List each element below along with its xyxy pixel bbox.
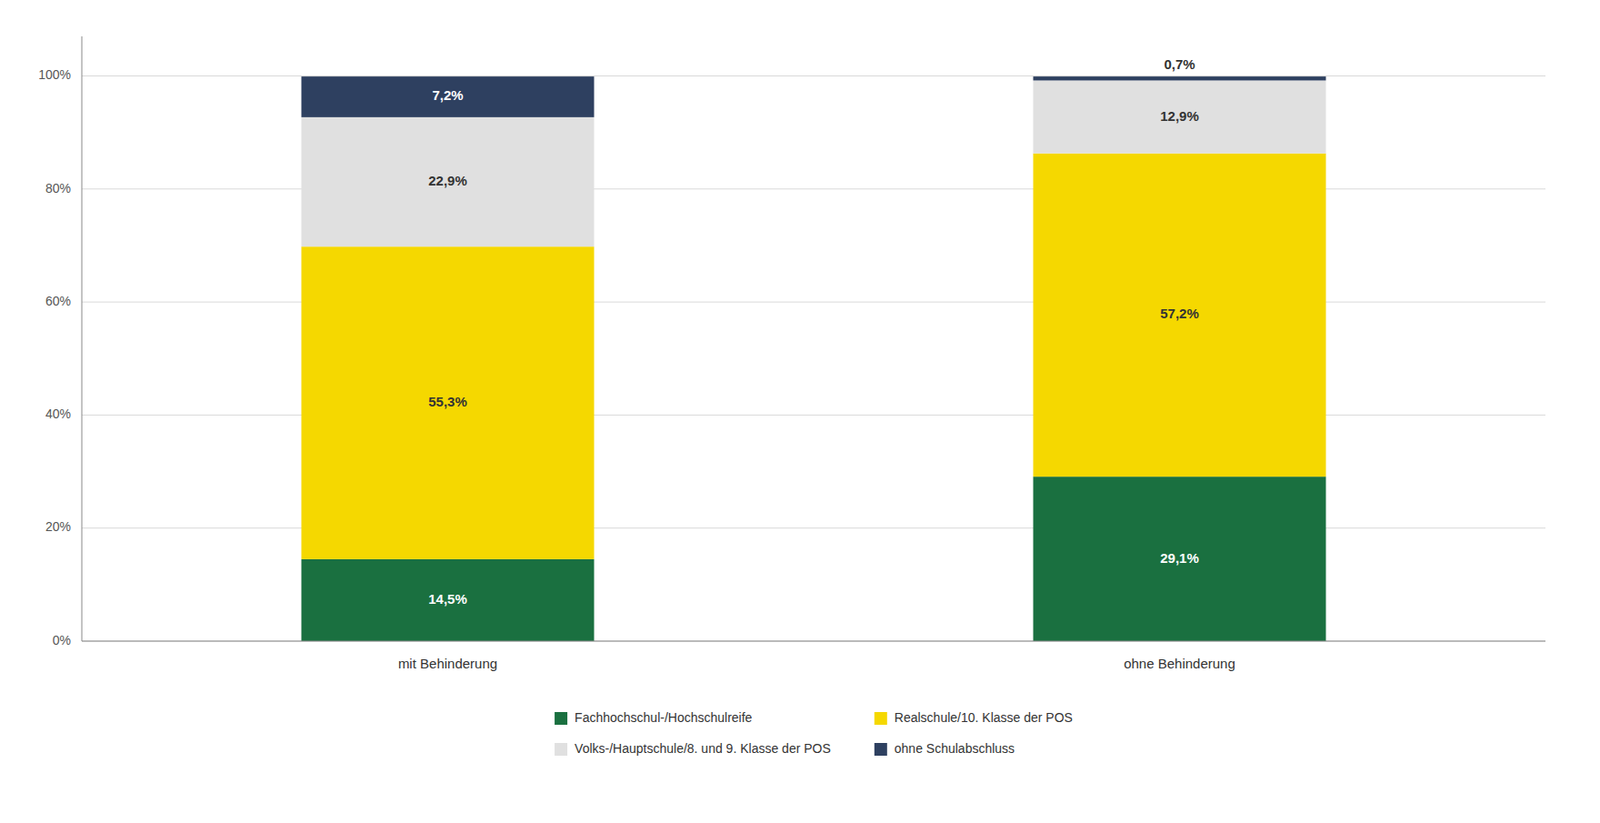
- bar-segment: [1033, 153, 1327, 477]
- data-label: 12,9%: [1160, 108, 1200, 124]
- legend-swatch: [874, 711, 888, 725]
- legend-label: Fachhochschul-/Hochschulreife: [574, 710, 753, 725]
- y-axis: 0% 20% 40% 60% 80% 100%: [38, 36, 1546, 648]
- data-label: 55,3%: [428, 393, 468, 410]
- chart: 0% 20% 40% 60% 80% 100% 14,5% 29,1% 55,3% 57,2% 22…: [0, 0, 1600, 823]
- grid-line: [81, 640, 1546, 642]
- legend-label: Volks-/Hauptschule/8. und 9. Klasse der …: [574, 740, 831, 756]
- x-axis-line: [81, 640, 1546, 642]
- y-axis-line: [81, 36, 83, 641]
- data-label: 29,1%: [1160, 550, 1200, 566]
- legend-item: Fachhochschul-/Hochschulreife: [554, 710, 753, 725]
- y-tick-label: 60%: [45, 293, 71, 309]
- x-axis: mit Behinderung ohne Behinderung: [398, 655, 1236, 671]
- legend-swatch: [874, 742, 888, 756]
- y-tick-label: 100%: [38, 67, 71, 82]
- legend-swatch: [554, 711, 568, 725]
- bar-segment: [301, 246, 595, 560]
- legend-item: Volks-/Hauptschule/8. und 9. Klasse der …: [554, 740, 831, 756]
- legend: Fachhochschul-/Hochschulreife Realschule/…: [554, 710, 1073, 756]
- y-tick-label: 40%: [45, 406, 71, 421]
- legend-label: Realschule/10. Klasse der POS: [894, 710, 1073, 725]
- bar-segment: [1033, 80, 1327, 153]
- grid-line: [81, 75, 1546, 77]
- y-tick-label: 20%: [45, 519, 71, 534]
- bars: [301, 76, 1327, 641]
- bar-segment: [301, 559, 595, 641]
- bar-segment: [1033, 76, 1327, 80]
- data-label: 14,5%: [428, 590, 468, 607]
- data-label: 0,7%: [1163, 56, 1195, 72]
- data-labels: 14,5% 29,1% 55,3% 57,2% 22,9% 12,9% 7,2% 0,7%: [428, 56, 1200, 607]
- bar-segment: [1033, 476, 1327, 641]
- legend-item: Realschule/10. Klasse der POS: [874, 710, 1073, 725]
- bar-segment: [301, 76, 595, 118]
- y-tick-label: 0%: [52, 632, 71, 648]
- y-tick-label: 80%: [45, 180, 71, 196]
- legend-swatch: [554, 742, 568, 756]
- legend-item: ohne Schulabschluss: [874, 740, 1015, 756]
- x-tick-label: ohne Behinderung: [1123, 655, 1236, 671]
- data-label: 22,9%: [428, 172, 468, 189]
- bar-segment: [301, 117, 595, 247]
- data-label: 57,2%: [1160, 305, 1200, 321]
- data-label: 7,2%: [431, 87, 463, 103]
- x-tick-label: mit Behinderung: [398, 655, 498, 671]
- legend-label: ohne Schulabschluss: [894, 740, 1015, 756]
